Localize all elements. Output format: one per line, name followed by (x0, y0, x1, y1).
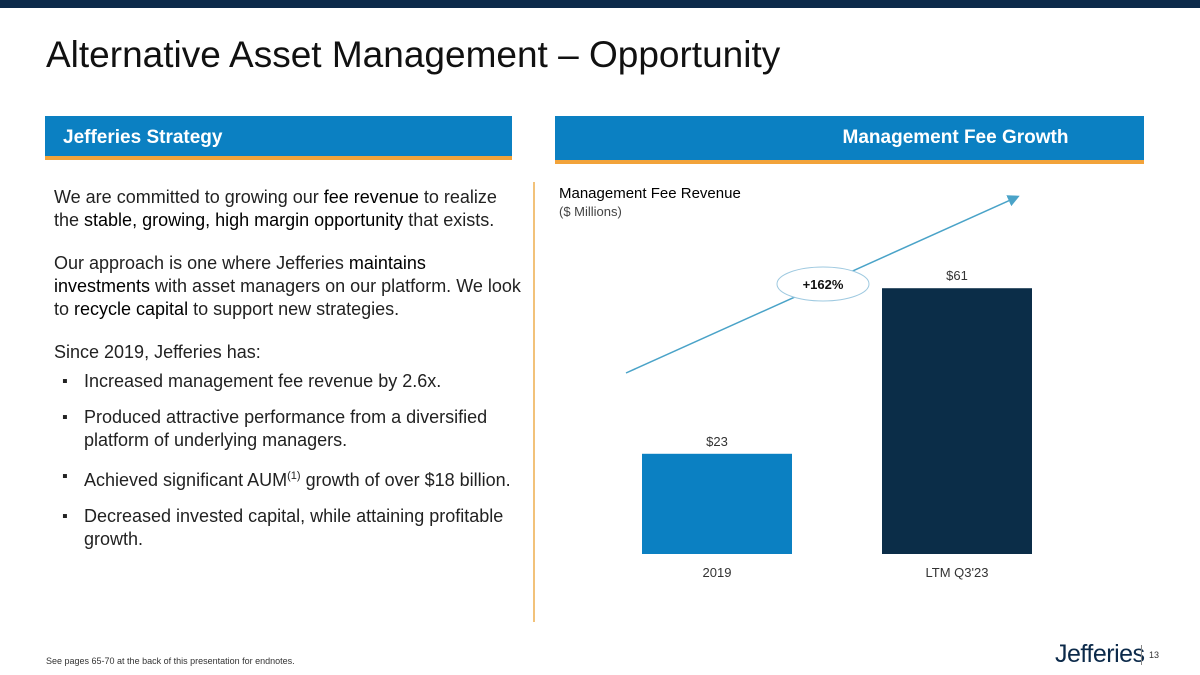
growth-annotation: +162% (803, 277, 844, 292)
paragraph-commitment: We are committed to growing our fee reve… (54, 186, 524, 232)
page-number: 13 (1149, 650, 1160, 660)
achievements-list: Increased management fee revenue by 2.6x… (54, 370, 524, 551)
text-run: with asset managers on our platform. We … (54, 276, 521, 319)
bar-ltm-q3-23 (882, 288, 1032, 554)
highlight-opportunity: stable, growing, high margin opportunity (84, 210, 404, 230)
x-tick-label: LTM Q3'23 (926, 565, 989, 580)
fee-growth-chart: $23 2019 $61 LTM Q3'23 +162% (625, 195, 1032, 580)
data-label: $61 (946, 268, 968, 283)
chart-title: Management Fee Revenue (559, 185, 741, 202)
company-logo: Jefferies (1055, 640, 1145, 668)
paragraph-since-2019: Since 2019, Jefferies has: (54, 342, 261, 362)
page-title: Alternative Asset Management – Opportuni… (46, 34, 781, 75)
list-item: Increased management fee revenue by 2.6x… (54, 370, 524, 393)
text-run: to realize the (54, 187, 497, 230)
list-item: Produced attractive performance from a d… (54, 406, 524, 452)
text-run: Achieved significant AUM (84, 470, 288, 490)
data-label: $23 (706, 434, 728, 449)
strategy-text: We are committed to growing our fee reve… (54, 186, 524, 564)
highlight-recycle-capital: recycle capital (74, 299, 189, 319)
strategy-header: Jefferies Strategy (45, 116, 512, 160)
text-run: that exists. (403, 210, 495, 230)
text-run: to support new strategies. (188, 299, 400, 319)
top-accent-bar (0, 0, 1200, 8)
logo-separator (1141, 645, 1142, 665)
highlight-maintains-investments: maintains investments (54, 253, 426, 296)
text-run: We are committed to growing our (54, 187, 324, 207)
list-item: Decreased invested capital, while attain… (54, 505, 524, 551)
list-item: Achieved significant AUM(1) growth of ov… (54, 465, 524, 492)
fee-growth-header: Management Fee Growth (555, 116, 1144, 164)
bar-2019 (642, 453, 792, 554)
footnote: See pages 65-70 at the back of this pres… (46, 656, 295, 666)
endnote-marker: (1) (287, 470, 301, 482)
x-tick-label: 2019 (703, 565, 732, 580)
text-run: growth of over $18 billion. (300, 470, 511, 490)
chart-subtitle: ($ Millions) (559, 204, 622, 219)
text-run: Our approach is one where Jefferies (54, 253, 349, 273)
growth-badge (776, 266, 870, 302)
highlight-fee-revenue: fee revenue (323, 187, 419, 207)
paragraph-approach: Our approach is one where Jefferies main… (54, 252, 524, 321)
panel-divider (533, 182, 535, 622)
fee-growth-header-label: Management Fee Growth (842, 127, 1069, 148)
